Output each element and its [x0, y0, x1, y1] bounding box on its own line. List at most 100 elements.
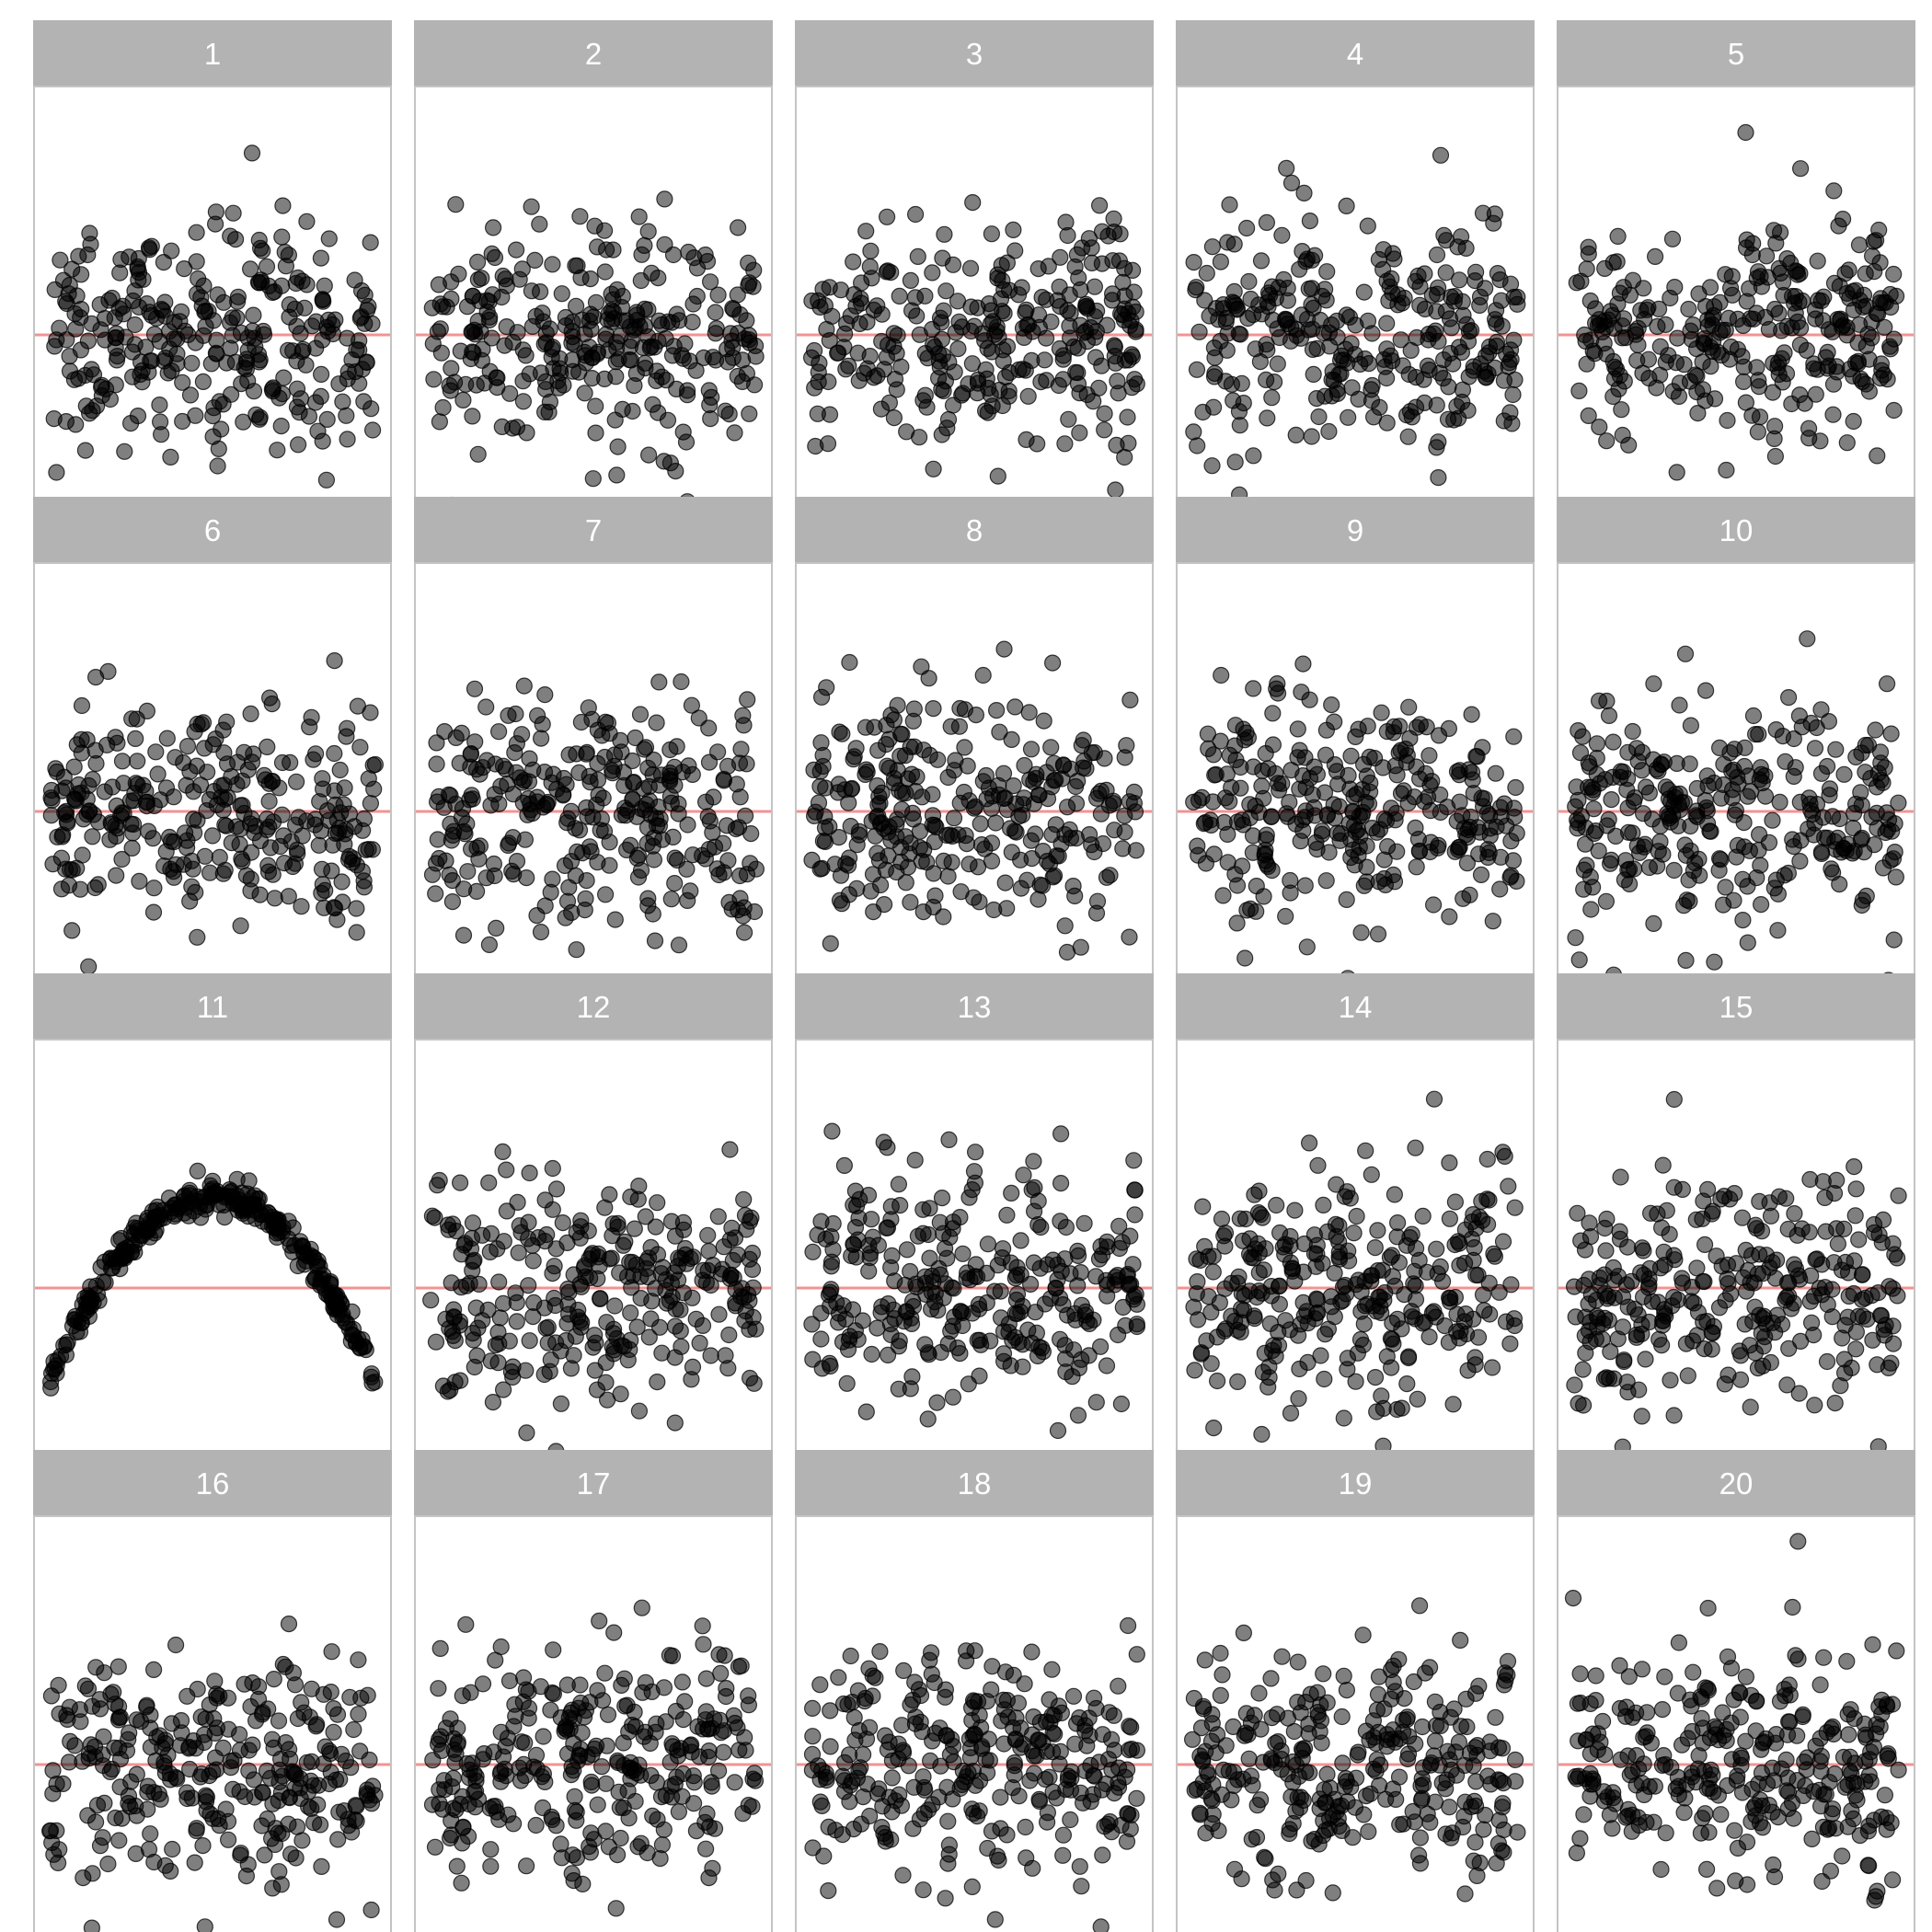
data-point [1485, 1245, 1502, 1263]
data-point [1696, 682, 1715, 699]
data-point [983, 834, 1001, 852]
data-point [1295, 1307, 1313, 1325]
data-point [86, 879, 104, 897]
data-point [193, 297, 211, 315]
data-point [507, 705, 524, 723]
data-point [145, 880, 163, 897]
data-point [239, 1856, 257, 1873]
data-point [1052, 1213, 1069, 1230]
data-point [348, 341, 365, 359]
data-point [443, 360, 460, 377]
data-point [304, 317, 321, 335]
data-point [919, 1410, 937, 1428]
data-point [1245, 447, 1262, 465]
data-point [1493, 317, 1511, 335]
data-point [1338, 197, 1355, 214]
data-point [1328, 1227, 1345, 1246]
data-point [823, 1122, 841, 1140]
data-point [1572, 1232, 1590, 1249]
data-point [430, 276, 447, 293]
data-point [1669, 329, 1686, 347]
data-point [1078, 333, 1097, 351]
data-point [126, 316, 144, 334]
data-point [735, 1190, 753, 1208]
data-point [1312, 1347, 1329, 1364]
panel-border [33, 1039, 392, 1495]
data-point [1628, 351, 1646, 369]
data-point [804, 1243, 822, 1260]
data-point [1598, 1210, 1616, 1228]
data-point [1648, 379, 1665, 397]
data-point [1450, 838, 1467, 857]
data-point [1253, 1425, 1271, 1443]
data-point [1451, 1235, 1468, 1252]
data-point [1445, 293, 1463, 310]
data-point [1052, 248, 1069, 266]
data-point [1003, 1184, 1020, 1202]
facet-strip-label: 7 [585, 513, 602, 547]
data-point [882, 1259, 900, 1276]
data-point [329, 1831, 347, 1848]
data-point [1428, 1240, 1445, 1258]
facet-panel-7: 7 [414, 497, 773, 1018]
data-point [1581, 292, 1599, 310]
data-point [1104, 792, 1122, 810]
data-point [1204, 746, 1223, 764]
data-point [151, 397, 168, 414]
data-point [1742, 1398, 1759, 1416]
data-point [858, 763, 876, 781]
data-point [53, 828, 71, 845]
data-point [500, 1332, 518, 1350]
data-point [134, 270, 152, 288]
data-point [954, 1245, 972, 1262]
data-point [532, 923, 550, 941]
data-point [1697, 799, 1715, 817]
data-point [933, 314, 950, 331]
data-point [1025, 773, 1042, 791]
data-point [129, 753, 146, 770]
data-point [423, 1207, 441, 1225]
data-point [1255, 1261, 1273, 1279]
data-point [518, 1424, 535, 1442]
data-point [596, 1664, 614, 1682]
data-point [1799, 630, 1816, 648]
data-point [469, 445, 487, 463]
data-point [224, 204, 242, 222]
data-point [504, 829, 522, 846]
facet-strip-label: 17 [577, 1466, 611, 1501]
data-point [638, 1252, 655, 1271]
data-point [736, 807, 754, 824]
data-point [222, 1752, 240, 1770]
data-point [1123, 379, 1141, 397]
data-point [1390, 1254, 1409, 1271]
data-point [745, 1374, 763, 1392]
data-point [845, 748, 863, 765]
data-point [650, 798, 667, 816]
data-point [810, 374, 827, 391]
data-point [966, 1144, 984, 1161]
data-point [1066, 887, 1084, 905]
data-point [138, 702, 155, 720]
data-point [1114, 273, 1132, 291]
data-point [363, 315, 381, 332]
data-point [97, 1273, 114, 1292]
data-point [1650, 300, 1668, 317]
data-point [343, 854, 361, 871]
data-point [1465, 1205, 1482, 1224]
data-point [1348, 785, 1365, 803]
data-point [571, 208, 589, 225]
data-point [263, 773, 281, 790]
data-point [1496, 1147, 1513, 1166]
data-point [1298, 938, 1316, 956]
data-point [1012, 880, 1030, 897]
data-point [1414, 1207, 1432, 1225]
data-point [231, 1783, 248, 1800]
data-point [989, 467, 1006, 485]
data-point [937, 826, 956, 845]
data-point [1835, 765, 1853, 783]
data-point [482, 797, 500, 814]
data-point [1734, 911, 1752, 929]
data-point [112, 250, 130, 269]
data-point [1686, 366, 1705, 384]
data-point [613, 806, 631, 824]
